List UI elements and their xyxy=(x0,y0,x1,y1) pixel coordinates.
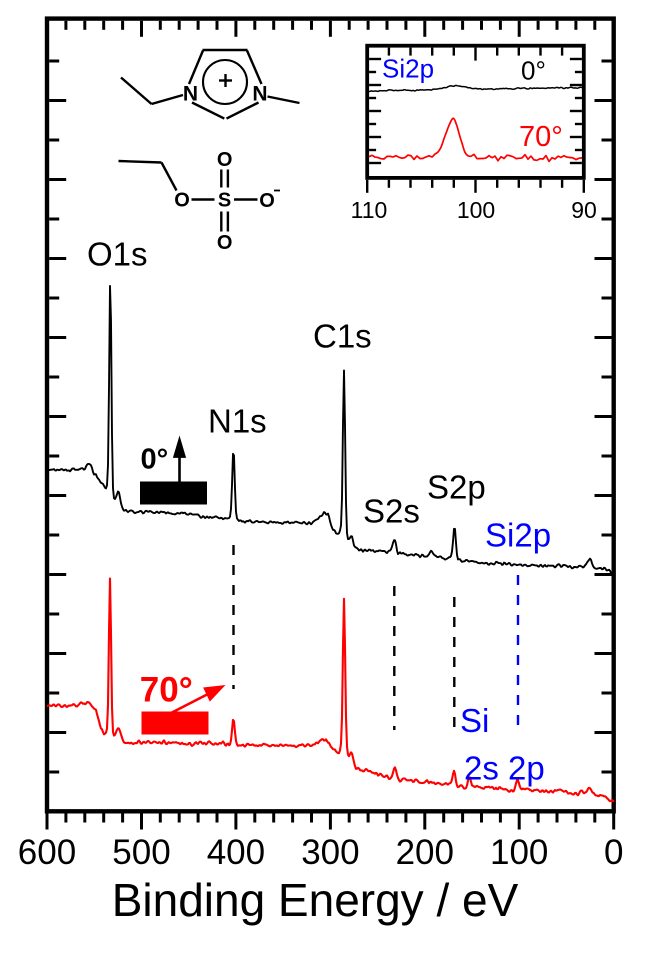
svg-text:O: O xyxy=(217,149,233,171)
svg-text:400: 400 xyxy=(207,833,265,872)
svg-text:S: S xyxy=(218,190,231,212)
svg-text:2p: 2p xyxy=(508,750,545,787)
svg-text:S2p: S2p xyxy=(427,469,486,506)
svg-text:O: O xyxy=(174,190,190,212)
svg-text:N1s: N1s xyxy=(208,403,267,440)
svg-text:600: 600 xyxy=(18,833,76,872)
svg-text:Si2p: Si2p xyxy=(485,517,551,554)
svg-text:100: 100 xyxy=(457,197,495,223)
svg-text:Si2p: Si2p xyxy=(382,54,434,84)
svg-text:0: 0 xyxy=(604,833,623,872)
svg-text:N: N xyxy=(252,83,267,106)
svg-text:Si: Si xyxy=(460,702,489,739)
svg-text:2s: 2s xyxy=(464,750,499,787)
svg-text:70°: 70° xyxy=(140,670,193,709)
svg-text:0°: 0° xyxy=(141,444,169,476)
svg-text:300: 300 xyxy=(301,833,359,872)
svg-text:500: 500 xyxy=(112,833,170,872)
svg-text:200: 200 xyxy=(396,833,454,872)
svg-text:70°: 70° xyxy=(519,121,563,153)
svg-text:O: O xyxy=(217,232,233,254)
svg-text:O1s: O1s xyxy=(87,236,148,273)
svg-text:110: 110 xyxy=(351,197,388,223)
svg-text:C1s: C1s xyxy=(313,318,372,355)
svg-text:100: 100 xyxy=(490,833,548,872)
svg-text:N: N xyxy=(183,83,198,106)
svg-text:O: O xyxy=(259,190,275,212)
svg-text:90: 90 xyxy=(571,197,597,223)
svg-text:S2s: S2s xyxy=(363,493,420,530)
svg-text:Binding Energy / eV: Binding Energy / eV xyxy=(112,874,519,926)
svg-text:0°: 0° xyxy=(521,56,546,86)
